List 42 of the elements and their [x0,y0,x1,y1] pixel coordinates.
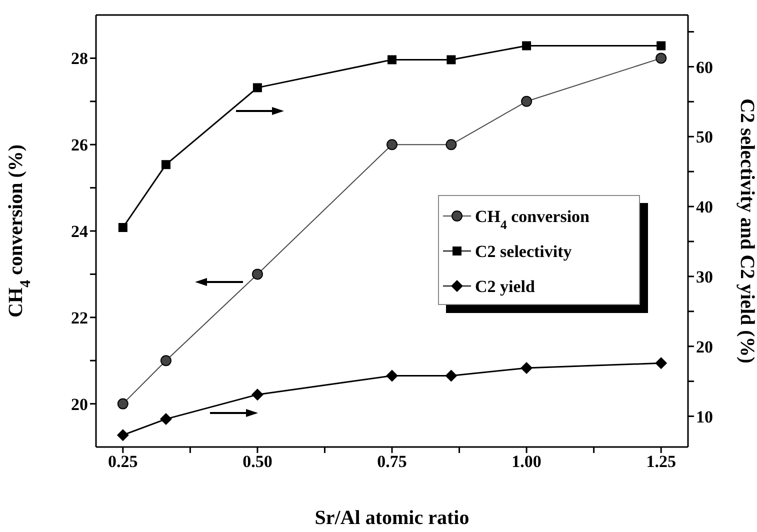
point [656,52,667,64]
y-tick-label: 24 [71,222,88,242]
point [521,96,532,107]
point [655,357,668,370]
point [252,268,263,280]
y2-tick-label: 30 [696,267,713,286]
point [656,41,666,50]
y2-tick-label: 60 [696,58,713,77]
point [388,55,396,64]
text: 1.00 [512,452,542,472]
x-axis-title: Sr/Al atomic ratio [314,507,470,529]
x-tick-label: 1.25 [646,452,676,472]
point [160,355,172,366]
y-tick-label: 28 [71,49,88,68]
x-tick-label: 0.75 [377,452,407,472]
point [251,388,264,401]
point [117,398,128,410]
y-tick-label: 20 [71,394,88,414]
y2-tick-label: 40 [696,198,713,217]
y-tick-label: 26 [71,136,88,155]
legend-label: C2 yield [475,277,536,296]
point [386,370,398,382]
point [520,362,533,374]
point [386,139,398,150]
point [160,413,172,426]
point [161,160,170,170]
y2-tick-label: 50 [696,128,713,147]
point [252,83,262,92]
y2-axis-title: C2 selectivity and C2 yield (%) [736,98,757,364]
point [445,370,458,382]
legend-label: CH$_{4}$ conversion [475,207,590,232]
y2-tick-label: 20 [696,337,713,356]
point [522,41,532,50]
point [116,429,129,442]
point [446,139,457,150]
point [446,55,456,64]
text: 0.50 [242,452,272,472]
y2-tick-label: 10 [696,407,713,426]
legend-label: C2 selectivity [475,242,572,261]
point [118,223,128,232]
y-tick-label: 22 [71,308,88,328]
x-tick-label: 0.25 [108,452,138,472]
